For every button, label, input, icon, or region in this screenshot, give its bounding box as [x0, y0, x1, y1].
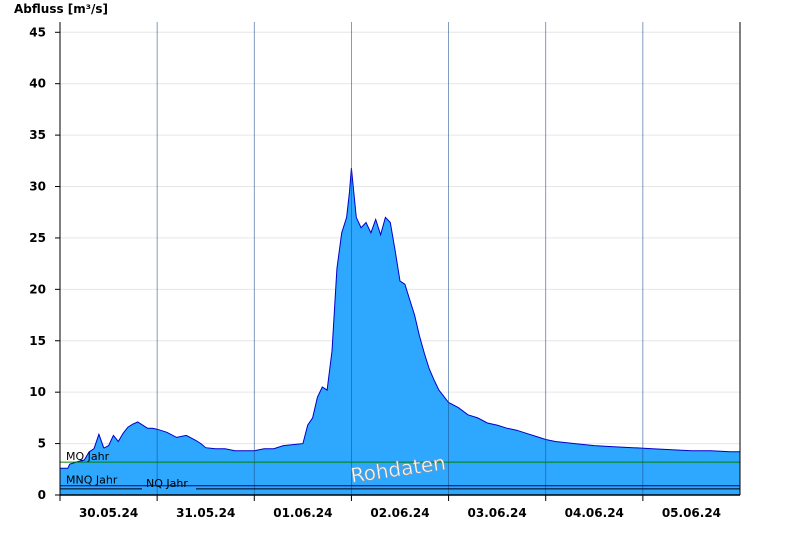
y-tick-label: 30 [29, 180, 46, 194]
x-tick-label: 01.06.24 [273, 506, 332, 520]
y-tick-label: 45 [29, 25, 46, 39]
y-tick-label: 20 [29, 282, 46, 296]
y-tick-label: 5 [38, 437, 46, 451]
x-tick-label: 02.06.24 [370, 506, 429, 520]
x-tick-label: 05.06.24 [662, 506, 721, 520]
discharge-area [60, 168, 740, 495]
y-tick-label: 40 [29, 77, 46, 91]
reference-label: MNQ Jahr [66, 474, 118, 487]
y-tick-label: 25 [29, 231, 46, 245]
day-boundaries [156, 22, 644, 495]
y-tick-label: 10 [29, 385, 46, 399]
x-tick-label: 04.06.24 [565, 506, 624, 520]
reference-label: NQ Jahr [146, 477, 188, 490]
y-axis-title: Abfluss [m³/s] [14, 2, 108, 16]
x-tick-labels: 30.05.24 31.05.24 01.06.24 02.06.24 03.06.24… [79, 506, 721, 520]
x-tick-label: 30.05.24 [79, 506, 138, 520]
x-tick-label: 31.05.24 [176, 506, 235, 520]
y-tick-label: 0 [38, 488, 46, 502]
y-tick-label: 35 [29, 128, 46, 142]
y-tick-label: 15 [29, 334, 46, 348]
axes [55, 22, 741, 501]
discharge-line [60, 167, 740, 469]
grid-layer [60, 31, 740, 445]
reference-label: MQ Jahr [66, 450, 110, 463]
reference-lines: MQ Jahr MNQ Jahr NQ Jahr [60, 450, 740, 490]
x-tick-label: 03.06.24 [468, 506, 527, 520]
y-tick-labels: 0 5 10 15 20 25 30 35 40 45 [29, 25, 46, 502]
